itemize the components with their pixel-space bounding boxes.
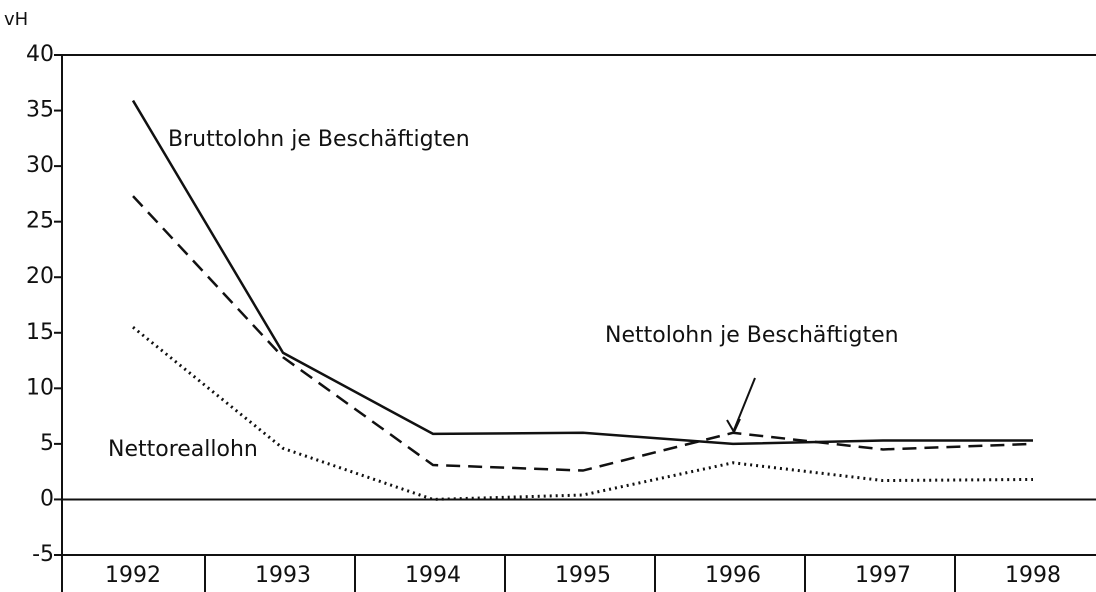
y-tick-label: 5 [40, 431, 54, 456]
y-tick-label: 35 [26, 98, 54, 123]
series-label: Nettoreallohn [108, 437, 258, 462]
x-tick-label: 1994 [405, 563, 461, 588]
series-label: Bruttolohn je Beschäftigten [168, 127, 470, 152]
y-tick-label: 30 [26, 153, 54, 178]
x-tick-label: 1992 [105, 563, 161, 588]
x-tick-label: 1993 [255, 563, 311, 588]
y-tick-label: 20 [26, 264, 54, 289]
y-axis-label: vH [4, 9, 28, 30]
x-tick-label: 1996 [705, 563, 761, 588]
series-line [132, 195, 1034, 472]
x-tick-label: 1998 [1005, 563, 1061, 588]
arrow-head [726, 418, 741, 435]
y-tick-label: 15 [26, 320, 54, 345]
series-line [131, 99, 1033, 446]
x-tick-label: 1995 [555, 563, 611, 588]
annotation-arrow [733, 377, 756, 431]
x-tick-label: 1997 [855, 563, 911, 588]
y-tick-label: 0 [40, 486, 54, 511]
y-tick-label: 25 [26, 209, 54, 234]
series-line [132, 326, 1034, 501]
y-tick-label: 40 [26, 42, 54, 67]
y-tick-label: 10 [26, 375, 54, 400]
series-label: Nettolohn je Beschäftigten [605, 323, 899, 348]
y-tick-label: -5 [32, 542, 54, 567]
